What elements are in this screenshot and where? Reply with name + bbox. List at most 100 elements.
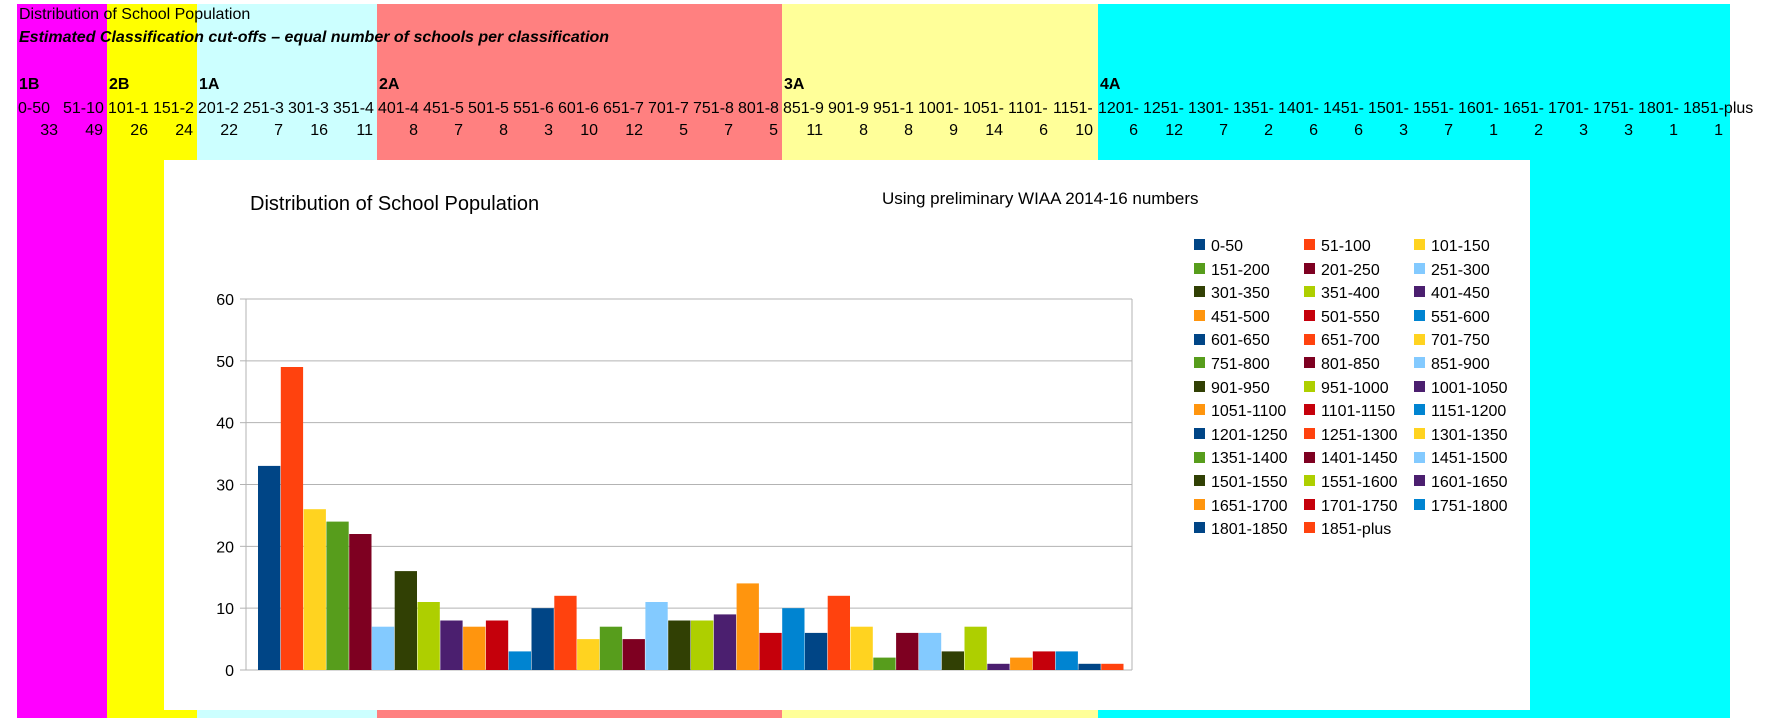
count-cell: 6 — [1354, 122, 1363, 139]
legend-label: 851-900 — [1431, 356, 1490, 373]
legend-label: 1051-1100 — [1211, 403, 1287, 421]
legend-label: 901-950 — [1211, 379, 1270, 397]
legend-swatch — [1194, 357, 1205, 369]
legend-item: 1101-1150 — [1304, 403, 1395, 421]
bar-651-700 — [554, 595, 577, 670]
legend-label: 1201-1250 — [1211, 426, 1288, 444]
legend-item: 1201-1250 — [1194, 427, 1288, 445]
count-cell: 11 — [806, 122, 823, 139]
legend-swatch — [1194, 333, 1205, 345]
range-cell: 1851-plus — [1683, 100, 1754, 117]
legend-swatch — [1194, 262, 1205, 274]
legend-swatch — [1304, 380, 1315, 392]
bar-1251-1300 — [827, 595, 850, 670]
bar-1051-1100 — [736, 583, 759, 670]
legend-label: 1151-1200 — [1431, 403, 1507, 421]
range-cell: 1201- — [1098, 100, 1139, 117]
legend-swatch — [1194, 239, 1205, 251]
legend-label: 501-550 — [1321, 308, 1380, 326]
y-tick-label: 50 — [216, 354, 234, 371]
range-cell: 701-7 — [648, 100, 689, 117]
bar-chart: Distribution of School Population Using … — [216, 189, 1199, 680]
range-cell: 301-3 — [288, 100, 329, 117]
legend-item: 1501-1550 — [1194, 474, 1288, 492]
count-cell: 8 — [904, 122, 913, 139]
legend-item: 1751-1800 — [1414, 498, 1508, 516]
range-cell: 1801- — [1638, 100, 1679, 117]
legend-label: 301-350 — [1211, 285, 1270, 303]
y-tick-label: 0 — [225, 663, 234, 680]
legend-swatch — [1304, 475, 1315, 487]
legend-label: 1501-1550 — [1211, 474, 1288, 491]
range-cell: 851-9 — [783, 100, 824, 117]
range-cell: 51-10 — [63, 100, 104, 117]
legend-item: 1001-1050 — [1414, 380, 1508, 398]
legend-label: 801-850 — [1321, 356, 1380, 373]
legend-swatch — [1304, 451, 1315, 463]
range-cell: 151-2 — [153, 100, 194, 117]
count-cell: 6 — [1309, 122, 1318, 139]
chart-subtitle: Using preliminary WIAA 2014-16 numbers — [882, 189, 1199, 208]
legend-swatch — [1304, 310, 1315, 322]
legend-swatch — [1304, 357, 1315, 369]
y-tick-label: 30 — [216, 478, 234, 495]
count-cell: 3 — [544, 122, 553, 139]
legend-swatch — [1304, 333, 1315, 345]
bar-1651-1700 — [1010, 657, 1033, 670]
count-cell: 12 — [1165, 122, 1183, 139]
range-cell: 1151- — [1053, 100, 1093, 117]
sheet-subtitle: Estimated Classification cut-offs – equa… — [19, 29, 610, 46]
count-cell: 3 — [1624, 122, 1633, 139]
legend-swatch — [1414, 239, 1425, 251]
legend-swatch — [1304, 239, 1315, 251]
legend-swatch — [1414, 286, 1425, 298]
legend-item: 101-150 — [1414, 238, 1490, 256]
bar-151-200 — [326, 521, 349, 670]
bar-951-1000 — [691, 620, 714, 670]
range-cell: 1301- — [1188, 100, 1229, 117]
count-cell: 6 — [1039, 122, 1048, 139]
legend-label: 1851-plus — [1321, 521, 1392, 539]
range-cell: 251-3 — [243, 100, 284, 117]
range-cell: 1251- — [1143, 100, 1184, 117]
legend-label: 1101-1150 — [1321, 403, 1396, 421]
bar-251-300 — [371, 626, 395, 670]
bar-1851-plus — [1101, 663, 1124, 670]
count-cell: 24 — [175, 122, 193, 139]
legend-item: 1301-1350 — [1414, 427, 1508, 445]
legend-swatch — [1194, 310, 1205, 322]
range-cell: 801-8 — [738, 100, 779, 117]
legend-swatch — [1414, 310, 1425, 322]
bar-401-450 — [440, 620, 463, 670]
range-cell: 1401- — [1278, 100, 1319, 117]
legend-label: 101-150 — [1431, 238, 1490, 255]
count-cell: 33 — [40, 122, 58, 139]
class-label-1a: 1A — [199, 76, 220, 93]
legend-swatch — [1414, 475, 1425, 487]
bar-751-800 — [599, 626, 623, 670]
y-tick-label: 20 — [216, 539, 234, 556]
legend-label: 1451-1500 — [1431, 450, 1508, 468]
gridlines — [245, 298, 1133, 671]
range-cell: 551-6 — [513, 100, 554, 117]
class-label-2b: 2B — [109, 76, 130, 93]
range-cell: 651-7 — [603, 100, 644, 117]
bar-1551-1600 — [964, 626, 987, 670]
bar-1101-1150 — [759, 632, 782, 670]
legend-item: 701-750 — [1414, 332, 1490, 350]
bar-351-400 — [417, 602, 440, 670]
chart-panel: Distribution of School Population Using … — [164, 160, 1530, 710]
legend-label: 0-50 — [1211, 238, 1244, 255]
legend-swatch — [1194, 380, 1205, 392]
legend-label: 451-500 — [1211, 308, 1270, 326]
legend-item: 1701-1750 — [1304, 498, 1398, 516]
count-cell: 12 — [625, 122, 643, 139]
legend-label: 701-750 — [1431, 332, 1490, 350]
legend-item: 801-850 — [1304, 356, 1380, 374]
count-cell: 5 — [769, 122, 778, 139]
bar-451-500 — [463, 626, 486, 670]
bar-851-900 — [645, 602, 668, 670]
sheet-title: Distribution of School Population — [19, 6, 251, 23]
count-cell: 2 — [1264, 122, 1273, 139]
bar-1601-1650 — [987, 663, 1010, 670]
